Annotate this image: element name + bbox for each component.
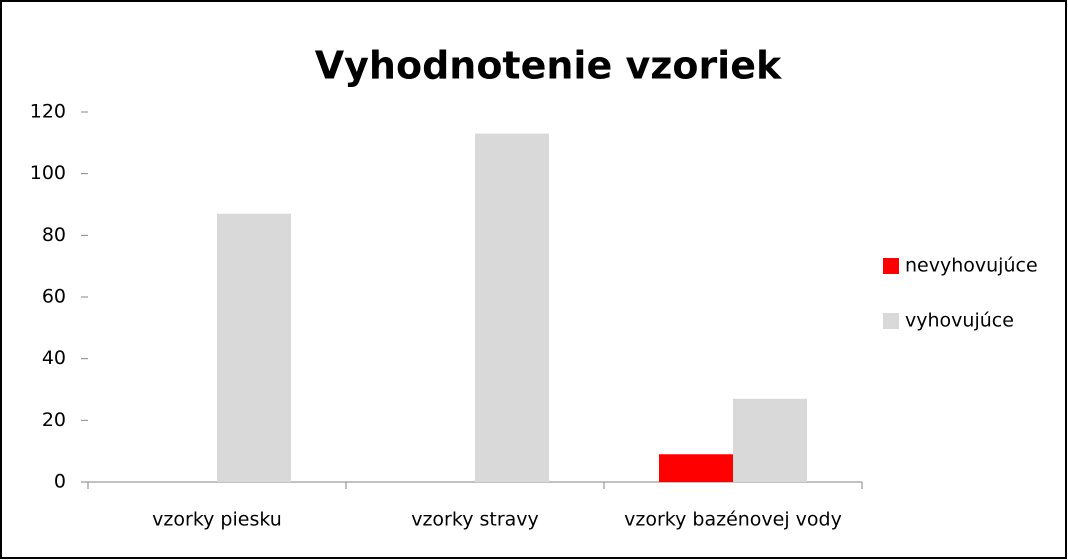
y-tick-label: 40 xyxy=(42,347,66,369)
y-tick-label: 60 xyxy=(42,286,66,308)
legend-swatch xyxy=(883,258,899,274)
chart-title: Vyhodnotenie vzoriek xyxy=(315,44,782,88)
legend-label: nevyhovujúce xyxy=(905,255,1038,277)
bar xyxy=(217,213,291,482)
y-tick-label: 80 xyxy=(42,224,66,246)
x-tick-label: vzorky stravy xyxy=(411,509,539,531)
y-tick-label: 100 xyxy=(30,162,66,184)
x-tick-label: vzorky bazénovej vody xyxy=(624,509,842,531)
y-tick-label: 0 xyxy=(54,471,66,493)
y-tick-label: 120 xyxy=(30,101,66,123)
legend-swatch xyxy=(883,313,899,329)
bar xyxy=(475,133,549,483)
x-tick-label: vzorky piesku xyxy=(152,509,282,531)
legend-label: vyhovujúce xyxy=(905,310,1014,332)
bar xyxy=(733,398,807,482)
bar xyxy=(659,454,733,482)
y-tick-label: 20 xyxy=(42,409,66,431)
